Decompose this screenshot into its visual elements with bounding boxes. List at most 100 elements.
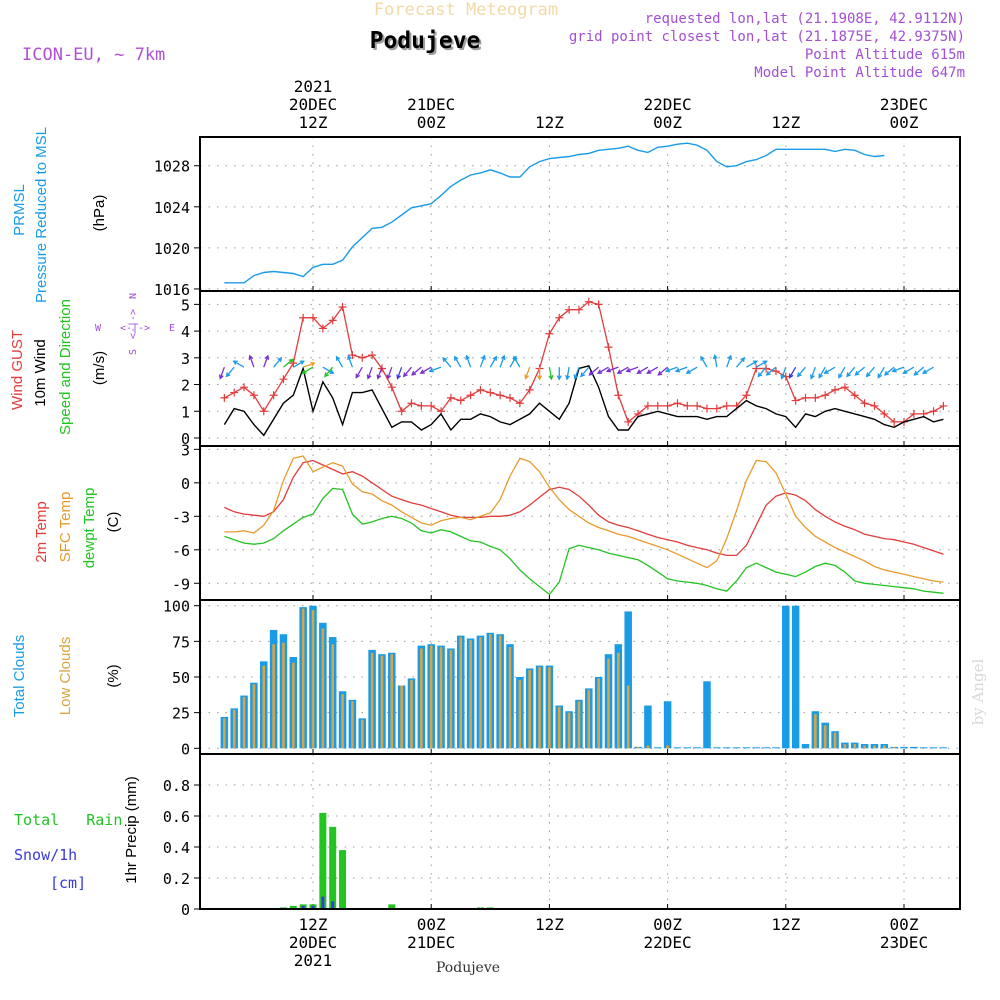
wind-arrow-head <box>854 370 860 376</box>
top-date-label: 21DEC <box>407 95 455 114</box>
total-clouds-bar <box>654 747 662 749</box>
wind-10m-label: 10m Wind <box>32 339 49 407</box>
bottom-location-label: Podujeve <box>436 960 500 976</box>
low-clouds-bar <box>617 652 620 749</box>
wind-arrow-head <box>573 374 579 380</box>
wind-arrow <box>302 366 314 374</box>
low-clouds-bar <box>823 725 827 749</box>
low-clouds-bar <box>863 745 866 749</box>
wind-arrow-head <box>537 375 543 381</box>
ytick-label: 0.8 <box>163 777 190 795</box>
wind-gust-marker <box>289 359 298 368</box>
wind-arrow <box>726 355 732 368</box>
wind-gust-marker <box>653 401 662 410</box>
top-date-label: 20DEC <box>289 95 337 114</box>
ytick-label: -9 <box>172 575 190 593</box>
cloud-labels: Total Clouds Low Clouds (%) <box>11 635 122 718</box>
low-clouds-bar <box>380 655 384 749</box>
ytick-label: 1 <box>181 403 190 421</box>
wind-arrow-head <box>500 354 506 360</box>
total-clouds-bar <box>693 747 701 749</box>
compass-s: S <box>128 349 139 355</box>
low-clouds-bar <box>479 637 482 749</box>
low-clouds-bar <box>360 719 364 749</box>
wind-gust-marker <box>496 391 505 400</box>
wind-arrow <box>824 366 836 374</box>
low-clouds-bar <box>292 662 295 749</box>
wind-arrow <box>499 355 505 368</box>
wind-arrow-head <box>481 354 486 360</box>
wind-gust-marker <box>318 324 327 333</box>
wind-arrow <box>403 366 412 377</box>
wind-arrow-head <box>605 367 612 373</box>
wind-arrow-head <box>396 374 401 380</box>
temp-dewpt-line <box>224 487 944 596</box>
wind-gust-marker <box>506 393 514 402</box>
low-clouds-bar <box>370 652 374 749</box>
wind-gust-marker <box>683 401 692 410</box>
panel-2: -9 -6 -3 0 3 <box>172 441 960 600</box>
wind-arrow <box>892 366 905 372</box>
ytick-label: 3 <box>181 350 190 368</box>
low-clouds-label: Low Clouds <box>57 637 74 715</box>
total-clouds-bar <box>742 747 751 749</box>
pressure-line <box>224 142 885 284</box>
wind-arrow <box>429 366 442 372</box>
wind-arrow <box>922 366 934 374</box>
top-hour-label: 00Z <box>890 113 919 132</box>
panel-1: 0 1 2 3 4 5 <box>181 291 960 448</box>
low-clouds-bar <box>626 685 630 749</box>
wind-gust-marker <box>791 396 800 405</box>
wind-arrow-head <box>796 372 802 378</box>
snow-bar <box>301 905 305 909</box>
temp-sfc-label: SFC Temp <box>57 492 74 563</box>
wind-arrow <box>686 366 698 374</box>
low-clouds-bar <box>301 608 305 749</box>
wind-gust-marker <box>397 407 406 416</box>
low-clouds-bar <box>498 635 502 749</box>
top-hour-label: 12Z <box>771 113 800 132</box>
precip-labels: Total Rain Snow/1h [cm] 1hr Precip (mm) <box>14 776 140 892</box>
wind-gust-marker <box>663 401 672 410</box>
wind-gust-marker <box>407 399 416 408</box>
wind-arrow-head <box>913 370 919 376</box>
low-clouds-bar <box>597 678 600 749</box>
wind-arrow-head <box>288 358 294 364</box>
total-clouds-bar <box>732 747 741 749</box>
model-name: ICON-EU, ~ 7km <box>22 45 165 65</box>
ytick-label: 0 <box>181 901 190 919</box>
low-clouds-bar <box>400 685 403 749</box>
ytick-label: 5 <box>181 296 190 314</box>
wind-arrow-head <box>299 360 305 365</box>
compass-h-arrows: <-|-> <box>120 323 150 334</box>
wind-arrow <box>580 366 590 377</box>
low-clouds-bar <box>636 746 640 749</box>
wind-arrow <box>818 366 826 378</box>
wind-arrow-head <box>685 369 691 374</box>
wind-arrow <box>225 366 235 377</box>
low-clouds-bar <box>577 701 581 749</box>
wind-gust-marker <box>771 367 780 376</box>
wind-arrow-head <box>264 354 270 360</box>
wind-arrow-head <box>883 370 890 376</box>
total-clouds-bar <box>772 747 780 749</box>
prmsl-long-label: Pressure Reduced to MSL <box>33 127 50 303</box>
wind-arrow-head <box>636 369 642 374</box>
prmsl-label: PRMSL <box>11 184 28 236</box>
wind-arrow-head <box>762 360 768 365</box>
temp-sfc-line <box>224 455 944 583</box>
bottom-date-label: 21DEC <box>407 933 455 952</box>
snow-bar <box>321 896 325 909</box>
wind-arrow <box>755 360 767 368</box>
total-clouds-bar <box>752 747 760 749</box>
snow-unit-label: [cm] <box>50 874 86 892</box>
low-clouds-bar <box>646 745 650 749</box>
pressure-labels: PRMSL Pressure Reduced to MSL (hPa) <box>11 127 108 303</box>
ytick-label: 100 <box>163 598 190 616</box>
wind-arrow <box>781 366 787 379</box>
low-clouds-bar <box>557 706 561 749</box>
wind-gust-marker <box>338 303 347 312</box>
total-clouds-bar <box>713 747 721 749</box>
wind-arrow-head <box>248 354 254 360</box>
